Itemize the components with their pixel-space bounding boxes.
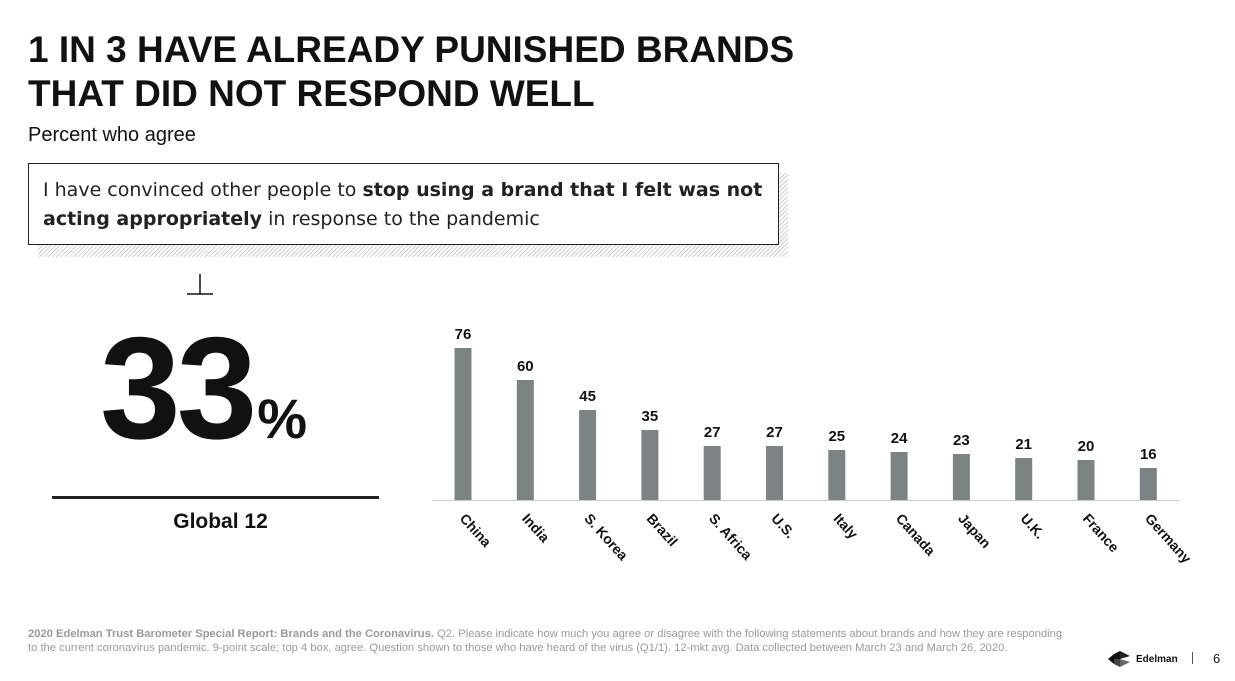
quote-text-part-1: I have convinced other people to: [43, 179, 363, 201]
bar-value-label: 27: [704, 424, 721, 441]
bar-value-label: 21: [1015, 436, 1032, 453]
bar-value-label: 20: [1078, 438, 1095, 455]
slide-title-line-2: THAT DID NOT RESPOND WELL: [28, 73, 595, 114]
bar-value-label: 45: [579, 388, 596, 405]
bar-value-label: 25: [828, 428, 845, 445]
slide-title-line-1: 1 IN 3 HAVE ALREADY PUNISHED BRANDS: [28, 29, 795, 70]
bar-japan: [952, 454, 970, 500]
global-divider: [52, 496, 379, 499]
global-percentage-value: 33: [100, 307, 257, 469]
bar-china: [454, 348, 472, 500]
x-tick-label: S. Korea: [581, 510, 631, 563]
bar-value-label: 35: [642, 408, 659, 425]
statement-quote-box: I have convinced other people to stop us…: [28, 163, 779, 245]
bar-s-africa: [703, 446, 721, 500]
page-number: 6: [1213, 651, 1221, 666]
slide-title: 1 IN 3 HAVE ALREADY PUNISHED BRANDS THAT…: [28, 28, 794, 116]
slide-subtitle: Percent who agree: [28, 124, 196, 146]
bar-s-korea: [579, 410, 597, 500]
global-label: Global 12: [173, 510, 268, 533]
global-percentage-unit: %: [257, 387, 308, 450]
x-tick-label: U.K.: [1017, 510, 1048, 542]
bar-brazil: [641, 430, 659, 500]
bar-value-label: 16: [1140, 446, 1157, 463]
bar-value-label: 24: [891, 430, 908, 447]
bar-germany: [1139, 468, 1157, 500]
brand-mark: Edelman: [1108, 648, 1178, 670]
quote-text-part-3: in response to the pandemic: [262, 208, 540, 230]
x-tick-label: India: [519, 510, 553, 545]
x-tick-label: Canada: [893, 510, 939, 558]
bar-italy: [828, 450, 846, 500]
footnote-details: Q2. Please indicate how much you agree o…: [28, 628, 1063, 654]
x-tick-label: Germany: [1142, 510, 1195, 566]
bar-france: [1077, 460, 1095, 500]
footer-separator: [1192, 652, 1193, 664]
brand-name: Edelman: [1136, 653, 1178, 665]
perpendicular-marker-icon: [187, 274, 213, 295]
bar-u-k: [1015, 458, 1033, 500]
x-tick-label: Japan: [955, 510, 994, 551]
bar-u-s: [766, 446, 783, 500]
bar-canada: [890, 452, 908, 500]
footnote: 2020 Edelman Trust Barometer Special Rep…: [28, 627, 1063, 655]
x-tick-label: Italy: [831, 510, 862, 542]
bar-value-label: 76: [455, 326, 472, 343]
bar-value-label: 60: [517, 358, 534, 375]
global-percentage: 33%: [100, 308, 307, 468]
quote-text-bold: stop using a brand that I felt was not a…: [43, 179, 763, 230]
x-tick-label: Brazil: [644, 510, 681, 549]
bar-value-label: 27: [766, 424, 783, 441]
x-tick-label: U.S.: [768, 510, 798, 541]
bar-value-label: 23: [953, 432, 970, 449]
x-tick-label: S. Africa: [706, 510, 756, 563]
edelman-logo-icon: [1108, 651, 1130, 667]
x-tick-label: France: [1080, 510, 1123, 555]
bar-india: [516, 380, 534, 500]
x-tick-label: China: [457, 510, 495, 550]
footnote-source: 2020 Edelman Trust Barometer Special Rep…: [28, 628, 434, 640]
